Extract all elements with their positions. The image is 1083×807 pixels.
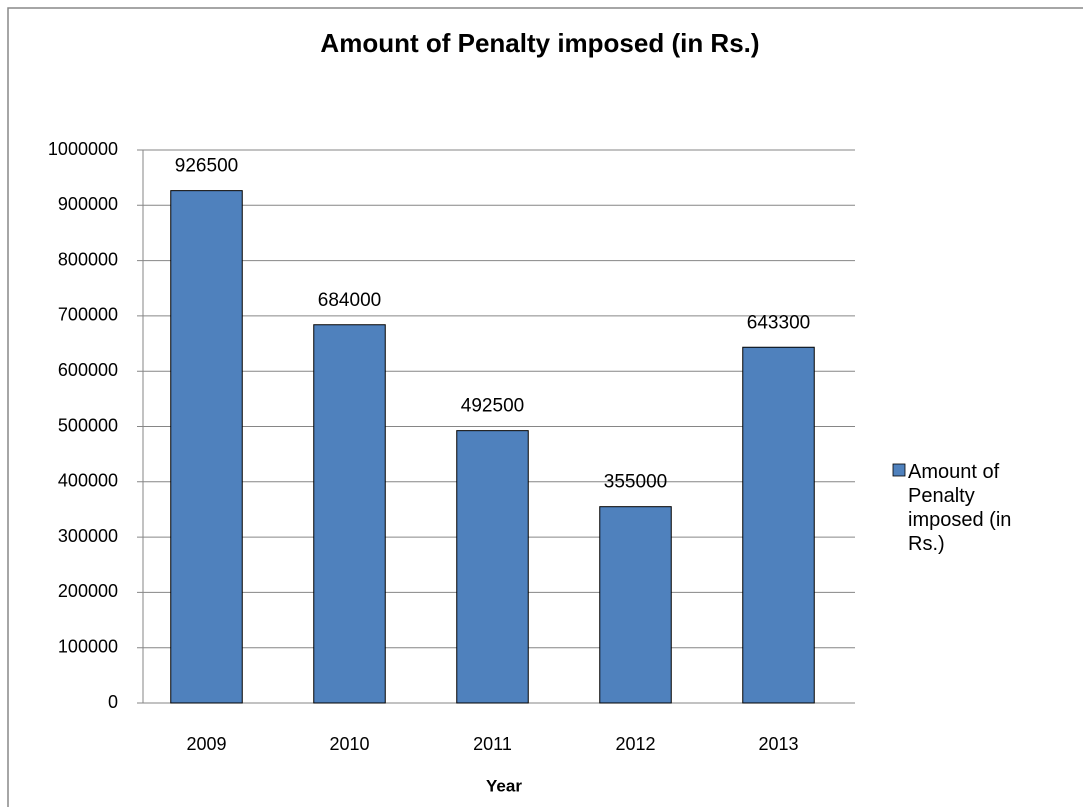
y-tick-label: 600000: [58, 360, 118, 380]
data-label: 643300: [747, 312, 810, 333]
x-tick-label: 2013: [758, 734, 798, 754]
bar: [313, 324, 386, 704]
legend-label: Amount of Penalty imposed (in Rs.): [908, 461, 1012, 555]
x-tick-label: 2012: [615, 734, 655, 754]
x-tick-label: 2011: [473, 734, 512, 754]
y-tick-label: 100000: [58, 636, 118, 656]
x-tick-label: 2010: [329, 734, 369, 754]
y-tick-label: 900000: [58, 194, 118, 214]
bar: [170, 190, 243, 704]
y-tick-label: 300000: [58, 526, 118, 546]
y-tick-label: 700000: [58, 305, 118, 325]
bar: [456, 430, 529, 704]
x-tick-label: 2009: [186, 734, 226, 754]
chart-frame: [7, 7, 1083, 807]
y-tick-label: 500000: [58, 415, 118, 435]
bar: [742, 346, 815, 704]
data-label: 926500: [175, 156, 238, 177]
x-axis-label: Year: [486, 776, 522, 795]
data-label: 355000: [604, 472, 667, 493]
bar: [599, 506, 672, 704]
y-tick-label: 800000: [58, 249, 118, 269]
y-tick-label: 400000: [58, 471, 118, 491]
legend-swatch: [892, 463, 906, 477]
y-tick-label: 200000: [58, 581, 118, 601]
data-label: 684000: [318, 290, 381, 311]
y-tick-label: 0: [108, 692, 118, 712]
data-label: 492500: [461, 396, 524, 417]
chart-title: Amount of Penalty imposed (in Rs.): [320, 28, 759, 58]
y-tick-label: 1000000: [48, 139, 118, 159]
